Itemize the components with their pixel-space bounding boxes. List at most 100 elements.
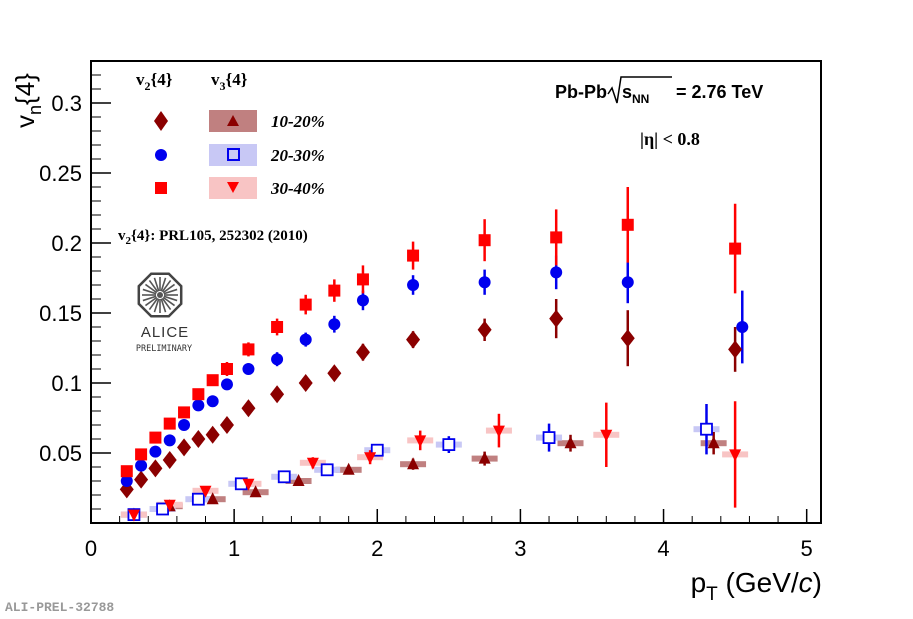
data-point-v2-4-20-30- — [120, 475, 133, 487]
y-tick-label: 0.25 — [39, 161, 82, 186]
data-point-v2-4-30-40- — [729, 242, 742, 255]
data-point-v3-4-20-30- — [191, 492, 205, 506]
alice-spoke — [163, 288, 178, 295]
y-tick-label: 0.2 — [51, 231, 82, 256]
data-point-v2-4-10-20- — [241, 399, 256, 418]
data-point-v2-4-10-20- — [327, 364, 342, 383]
legend-header-v3: v3{4} — [211, 70, 248, 93]
alice-spoke — [162, 283, 176, 294]
data-point-v2-4-20-30- — [736, 321, 749, 333]
legend-label-10-20: 10-20% — [271, 112, 325, 131]
data-point-v2-4-20-30- — [328, 318, 341, 331]
axis-ticks: 0 1 2 3 4 5 0.05 0.1 0.15 0.2 0.25 0.3 — [39, 74, 813, 561]
data-point-v2-4-30-40- — [356, 273, 369, 286]
data-point-v2-4-10-20- — [219, 416, 234, 434]
legend-v2-10-20-diamond-icon — [154, 111, 168, 131]
data-point-v3-4-30-40- — [199, 485, 212, 498]
alice-spoke — [153, 298, 160, 313]
data-point-v2-4-30-40- — [271, 321, 284, 333]
data-point-v2-4-10-20- — [134, 470, 149, 489]
data-point-v2-4-10-20- — [549, 309, 564, 328]
eta-cut: |η| < 0.8 — [640, 129, 700, 149]
data-point-v2-4-10-20- — [148, 459, 163, 478]
alice-spoke — [161, 297, 172, 311]
data-point-v2-4-30-40- — [135, 448, 148, 461]
data-point-v2-4-10-20- — [298, 374, 313, 392]
data-point-v2-4-20-30- — [149, 445, 162, 458]
data-point-v3-4-30-40- — [306, 457, 319, 470]
data-point-v2-4-20-30- — [621, 276, 634, 289]
data-point-v2-4-10-20- — [205, 425, 220, 444]
y-tick-label: 0.1 — [51, 371, 82, 396]
legend-v2-20-30-circle-icon — [155, 149, 167, 161]
data-point-v2-4-20-30- — [407, 279, 420, 291]
alice-spoke — [144, 296, 158, 307]
data-point-v2-4-30-40- — [220, 363, 233, 375]
data-point-v2-4-20-30- — [299, 333, 312, 346]
data-point-v2-4-10-20- — [620, 329, 635, 348]
data-point-v2-4-30-40- — [407, 249, 420, 262]
legend-label-20-30: 20-30% — [270, 146, 325, 165]
energy-annotation: Pb-Pb sNN = 2.76 TeV — [555, 76, 763, 106]
data-point-v3-4-10-20- — [707, 436, 720, 449]
data-point-v3-4-20-30- — [442, 438, 456, 452]
x-tick-label: 2 — [371, 536, 383, 561]
data-point-v2-4-20-30- — [206, 395, 219, 408]
data-point-v2-4-30-40- — [149, 431, 162, 444]
alice-spoke — [160, 277, 167, 292]
x-axis-title: pT (GeV/c) — [691, 567, 822, 605]
data-point-v2-4-20-30- — [356, 294, 369, 307]
alice-hub — [157, 292, 163, 298]
sqrt-sign-icon — [607, 76, 672, 104]
data-point-v3-4-30-40- — [163, 499, 176, 512]
data-point-v2-4-20-30- — [242, 363, 255, 375]
alice-logo: ALICE PRELIMINARY — [136, 272, 192, 354]
data-point-v2-4-20-30- — [163, 434, 176, 447]
data-point-v2-4-30-40- — [621, 218, 634, 231]
data-point-v3-4-30-40- — [127, 509, 140, 522]
data-point-v2-4-10-20- — [270, 385, 285, 404]
data-point-v3-4-10-20- — [342, 462, 355, 475]
alice-spoke — [142, 288, 157, 295]
data-point-v3-4-20-30- — [370, 443, 384, 457]
data-point-v2-4-10-20- — [355, 343, 370, 362]
alice-spoke — [144, 283, 158, 294]
data-point-v2-4-30-40- — [299, 298, 312, 311]
data-point-v3-4-10-20- — [478, 451, 491, 464]
figure-id: ALI-PREL-32788 — [5, 600, 114, 615]
data-point-v3-4-30-40- — [414, 435, 427, 448]
alice-spoke — [153, 277, 160, 292]
alice-spoke — [163, 295, 178, 302]
legend-v3-20-30-band — [209, 144, 257, 166]
legend-v3-10-20-triangle-icon — [227, 115, 239, 126]
data-point-v2-4-30-40- — [120, 465, 133, 478]
x-tick-label: 3 — [514, 536, 526, 561]
x-tick-label: 1 — [228, 536, 240, 561]
alice-spoke — [162, 296, 176, 307]
alice-spoke — [148, 279, 159, 293]
plot-frame — [90, 60, 822, 524]
alice-spoke — [142, 295, 157, 302]
data-point-v2-4-20-30- — [271, 353, 284, 366]
data-point-v2-4-20-30- — [550, 266, 563, 279]
collision-system: Pb-Pb — [555, 82, 607, 102]
data-point-v2-4-30-40- — [192, 388, 205, 401]
data-point-v3-4-30-40- — [729, 449, 742, 462]
data-point-v2-4-20-30- — [478, 276, 491, 289]
data-point-v2-4-20-30- — [192, 399, 205, 412]
data-point-v2-4-10-20- — [191, 430, 206, 448]
data-point-v3-4-30-40- — [492, 425, 505, 438]
data-point-v3-4-10-20- — [206, 492, 219, 505]
data-point-v2-4-30-40- — [328, 284, 341, 297]
reference-note: v2{4}: PRL105, 252302 (2010) — [118, 228, 308, 247]
data-point-v3-4-10-20- — [564, 436, 577, 449]
data-point-v2-4-30-40- — [163, 417, 176, 430]
data-point-v3-4-20-30- — [320, 463, 334, 477]
y-tick-label: 0.3 — [51, 91, 82, 116]
energy-value: = 2.76 TeV — [676, 82, 763, 102]
data-point-v3-4-20-30- — [277, 470, 291, 484]
data-point-v2-4-10-20- — [162, 451, 177, 469]
x-tick-label: 0 — [85, 536, 97, 561]
data-point-v2-4-30-40- — [242, 343, 255, 356]
alice-spoke — [148, 297, 159, 311]
